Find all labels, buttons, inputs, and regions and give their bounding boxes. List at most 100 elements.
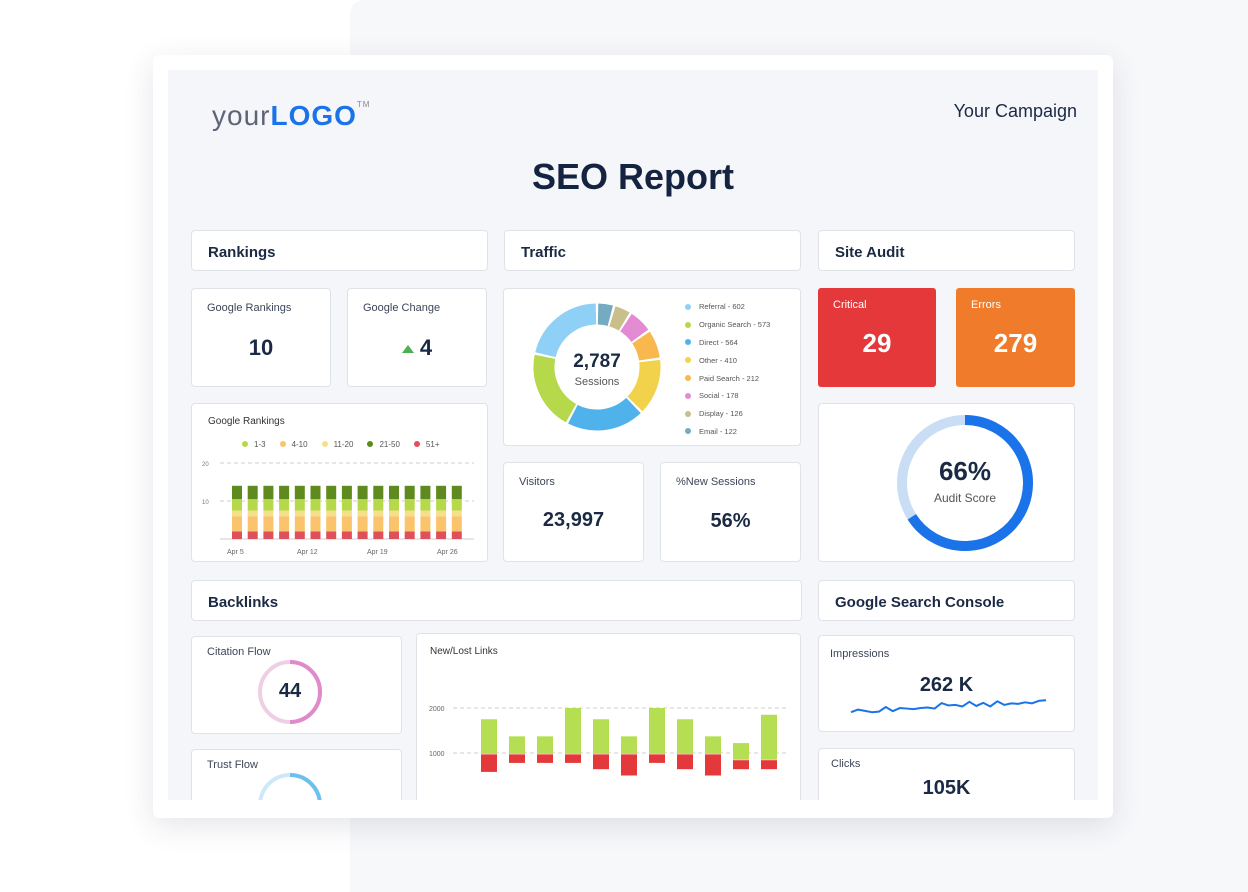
- bar-51+: [420, 531, 431, 539]
- bar-51+: [451, 531, 462, 539]
- legend-item: Display - 126: [685, 405, 770, 423]
- bar-1-3: [357, 499, 368, 511]
- bar-4-10: [436, 516, 447, 532]
- bar-51+: [436, 531, 447, 539]
- google-change-label: Google Change: [363, 302, 441, 314]
- bar-11-20: [310, 510, 321, 517]
- y-tick-label: 2000: [429, 706, 445, 713]
- legend-dot: [685, 410, 691, 417]
- bar-11-20: [389, 510, 399, 517]
- y-tick-label: 10: [202, 500, 209, 506]
- clicks-value: 105K: [922, 777, 971, 799]
- sessions-label: Sessions: [574, 376, 620, 388]
- legend-label: Organic Search - 573: [699, 320, 771, 330]
- traffic-legend: Referral - 602 Organic Search - 573 Direct…: [685, 298, 770, 440]
- legend-label: Paid Search - 212: [699, 373, 760, 383]
- bar-51+: [310, 531, 321, 539]
- audit-score-card: 66% Audit Score: [818, 403, 1075, 562]
- bar-4-10: [263, 516, 274, 532]
- legend-label: 11-20: [333, 440, 354, 449]
- lost-links-bar: [593, 754, 609, 770]
- bar-4-10: [310, 516, 321, 532]
- donut-slice-display: [609, 306, 630, 331]
- campaign-name: Your Campaign: [953, 101, 1077, 121]
- bar-11-20: [294, 510, 305, 517]
- logo: yourLOGOTM: [212, 100, 370, 132]
- bar-51+: [357, 531, 368, 539]
- citation-flow-card: Citation Flow 44: [191, 636, 402, 734]
- lost-links-bar: [677, 754, 693, 770]
- bar-11-20: [341, 510, 352, 517]
- impressions-card: Impressions 262 K: [818, 635, 1075, 732]
- bar-1-3: [310, 499, 321, 511]
- bar-4-10: [451, 516, 462, 532]
- impressions-value: 262 K: [919, 674, 974, 696]
- lost-links-bar: [649, 754, 665, 763]
- clicks-label: Clicks: [831, 758, 861, 770]
- legend-item: Referral - 602: [685, 298, 770, 316]
- bar-4-10: [247, 516, 258, 532]
- sessions-donut-chart: [533, 303, 661, 431]
- legend-label: 4-10: [291, 440, 308, 449]
- legend-label: 1-3: [254, 440, 266, 449]
- ring-track: [258, 773, 322, 800]
- donut-slice-email: [597, 303, 614, 326]
- bar-11-20: [373, 510, 384, 517]
- bar-11-20: [247, 510, 258, 517]
- rankings-chart-card: Google Rankings 1-3 4-10 11-20 21-50 51+ 20 1…: [191, 403, 488, 562]
- clicks-card: Clicks 105K: [818, 748, 1075, 800]
- logo-your: your: [212, 100, 271, 131]
- bar-1-3: [451, 499, 462, 511]
- audit-score-ring: [897, 415, 1033, 551]
- citation-flow-ring: [258, 660, 322, 724]
- legend-label: Other - 410: [699, 355, 737, 365]
- bar-21-50: [310, 485, 321, 500]
- legend-dot: [321, 441, 328, 447]
- new-sessions-card: %New Sessions 56%: [660, 462, 801, 562]
- new-links-bar: [509, 736, 525, 754]
- new-links-bar: [537, 736, 553, 754]
- legend-item: Email - 122: [685, 423, 770, 441]
- legend-label: Social - 178: [699, 391, 739, 401]
- audit-score-value: 66%: [938, 456, 992, 486]
- bar-1-3: [232, 499, 242, 511]
- rankings-chart-title: Google Rankings: [208, 416, 285, 427]
- visitors-label: Visitors: [519, 476, 555, 488]
- trust-flow-ring: [258, 773, 322, 800]
- bar-21-50: [232, 485, 242, 500]
- bar-1-3: [263, 499, 274, 511]
- bar-4-10: [373, 516, 384, 532]
- lost-links-bar: [481, 754, 497, 772]
- bar-4-10: [294, 516, 305, 532]
- bar-21-50: [279, 485, 290, 500]
- new-links-bar: [733, 743, 749, 760]
- bar-11-20: [279, 510, 290, 517]
- x-tick-label: Apr 26: [437, 549, 458, 556]
- legend-label: Direct - 564: [699, 337, 738, 347]
- new-lost-links-card: New/Lost Links 2000 1000: [416, 633, 801, 800]
- bar-1-3: [404, 499, 415, 511]
- bar-4-10: [389, 516, 399, 532]
- google-rankings-card: Google Rankings 10: [191, 288, 331, 387]
- legend-item: Social - 178: [685, 387, 770, 405]
- new-lost-links-title: New/Lost Links: [430, 646, 498, 657]
- audit-score-label: Audit Score: [933, 491, 997, 505]
- visitors-value: 23,997: [542, 509, 605, 531]
- impressions-label: Impressions: [830, 648, 890, 660]
- bar-4-10: [357, 516, 368, 532]
- new-links-bar: [621, 736, 637, 754]
- legend-item: Other - 410: [685, 351, 770, 369]
- bar-21-50: [451, 485, 462, 500]
- bar-21-50: [389, 485, 399, 500]
- bar-21-50: [263, 485, 274, 500]
- legend-dot: [367, 441, 374, 447]
- page-title: SEO Report: [531, 156, 735, 197]
- bar-21-50: [294, 485, 305, 500]
- legend-dot: [685, 375, 691, 382]
- legend-item: 11-20: [321, 440, 354, 449]
- legend-dot: [685, 357, 691, 364]
- bar-51+: [232, 531, 242, 539]
- new-links-bar: [705, 736, 721, 754]
- new-links-bar: [649, 708, 665, 754]
- lost-links-bar: [509, 754, 525, 763]
